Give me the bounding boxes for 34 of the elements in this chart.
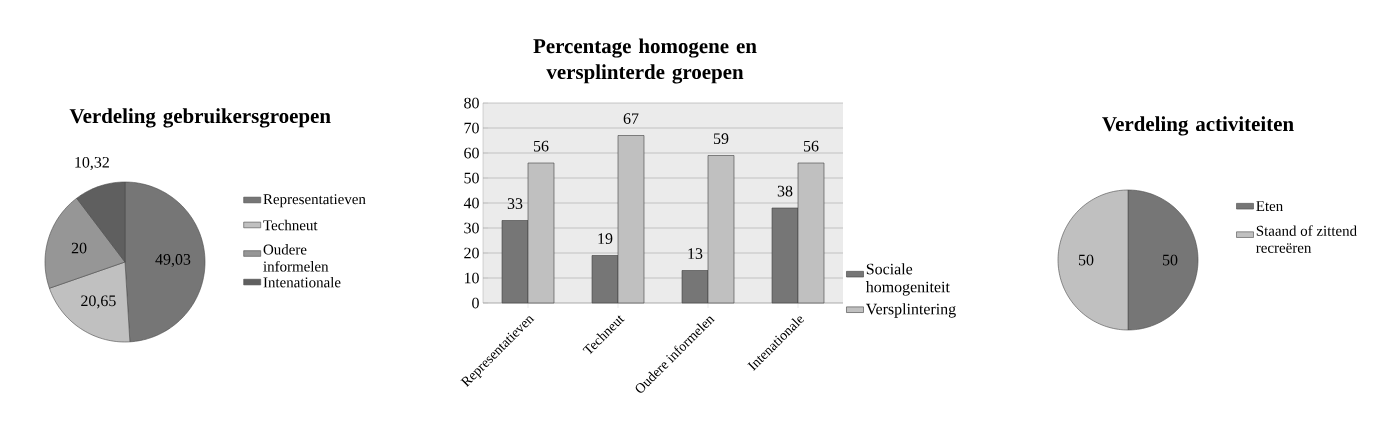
data-label: 50 bbox=[1078, 254, 1094, 266]
data-label: 10,32 bbox=[75, 156, 109, 170]
legend-label: Representatieven bbox=[263, 194, 366, 208]
legend-label: Versplintering bbox=[865, 303, 956, 318]
chart-title: Percentage homogene en versplinterde groepen bbox=[533, 38, 757, 84]
legend-label: Staand of zittend recreëren bbox=[1256, 225, 1357, 253]
data-label: 19 bbox=[598, 233, 613, 244]
y-tick-label: 70 bbox=[464, 122, 479, 134]
legend-label: Techneut bbox=[263, 219, 318, 231]
y-tick-label: 20 bbox=[464, 247, 479, 259]
y-tick-label: 50 bbox=[464, 172, 479, 184]
y-tick-label: 80 bbox=[464, 97, 479, 109]
data-label: 20,65 bbox=[81, 295, 116, 309]
data-label: 49,03 bbox=[155, 254, 191, 268]
data-label: 67 bbox=[623, 113, 639, 124]
y-tick-label: 10 bbox=[464, 272, 479, 284]
data-label: 59 bbox=[713, 133, 729, 144]
y-tick-label: 30 bbox=[464, 222, 479, 234]
legend-label: Intenationale bbox=[263, 276, 341, 288]
y-tick-label: 60 bbox=[464, 147, 479, 159]
data-label: 13 bbox=[688, 248, 703, 259]
data-label: 56 bbox=[533, 140, 549, 152]
legend-label: Oudere informelen bbox=[263, 244, 329, 272]
data-label: 38 bbox=[777, 185, 793, 197]
legend-label: Sociale homogeniteit bbox=[865, 263, 950, 296]
data-label: 33 bbox=[507, 198, 523, 209]
y-tick-label: 40 bbox=[463, 197, 479, 209]
chart-title: Verdeling activiteiten bbox=[1102, 116, 1294, 136]
data-label: 20 bbox=[71, 242, 87, 254]
data-label: 50 bbox=[1162, 254, 1178, 266]
legend-label: Eten bbox=[1256, 201, 1283, 212]
y-tick-label: 0 bbox=[472, 297, 479, 309]
chart-title: Verdeling gebruikersgroepen bbox=[69, 108, 331, 128]
data-label: 56 bbox=[803, 140, 819, 152]
